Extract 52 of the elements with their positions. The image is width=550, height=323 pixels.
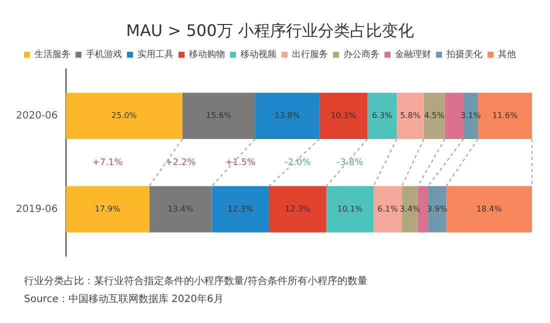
- legend-label: 移动视频: [240, 49, 276, 60]
- data-label: 15.6%: [206, 110, 232, 120]
- data-label: 13.8%: [274, 110, 300, 120]
- chart-title: MAU > 500万 小程序行业分类占比变化: [126, 20, 414, 40]
- data-label: 17.9%: [94, 204, 121, 214]
- bar: [424, 92, 445, 140]
- data-label: 3.4%: [400, 204, 420, 214]
- legend-label: 其他: [498, 49, 516, 60]
- data-label: 10.3%: [330, 110, 357, 120]
- annotation: -2.0%: [284, 158, 312, 168]
- data-label: 6.3%: [372, 110, 393, 120]
- text: 行业分类占比：某行业符合指定条件的小程序数量/符合条件所有小程序的数量: [24, 274, 368, 288]
- bar: [373, 186, 402, 232]
- data-label: 12.3%: [285, 204, 311, 214]
- bar: [66, 92, 182, 140]
- y-tick-label: 2020-06: [16, 110, 58, 122]
- annotation: -3.8%: [336, 158, 364, 168]
- bar: [255, 92, 320, 140]
- bar: [182, 92, 256, 140]
- bar: [396, 92, 424, 140]
- legend-label: 移动购物: [189, 49, 225, 60]
- bar: [149, 186, 212, 232]
- data-label: 10.1%: [337, 204, 364, 214]
- legend-label: 生活服务: [34, 49, 70, 60]
- data-label: 25.0%: [111, 110, 138, 120]
- legend-label: 实用工具: [138, 49, 174, 60]
- bar: [269, 186, 326, 232]
- annotation: +7.1%: [92, 158, 124, 168]
- y-tick-label: 2019-06: [16, 204, 58, 215]
- legend-label: 拍摄美化: [446, 49, 482, 60]
- legend-label: 金融理财: [395, 49, 431, 60]
- data-label: 6.1%: [378, 204, 398, 214]
- bar: [326, 186, 374, 232]
- source-note: Source：中国移动互联网数据库 2020年6月: [24, 292, 224, 306]
- legend-label: 办公商务: [344, 49, 380, 60]
- annotation: +1.5%: [225, 158, 256, 168]
- data-label: 18.4%: [476, 204, 502, 214]
- annotation: +2.2%: [165, 158, 196, 168]
- legend-label: 手机游戏: [86, 49, 122, 60]
- data-label: 11.6%: [492, 110, 518, 120]
- bar: [367, 92, 397, 140]
- bar: [66, 186, 150, 232]
- bar: [446, 186, 532, 232]
- legend-label: 出行服务: [292, 49, 328, 60]
- data-label: 5.8%: [400, 110, 421, 120]
- bar: [319, 92, 368, 140]
- data-label: 4.5%: [424, 110, 445, 120]
- data-label: 13.4%: [168, 204, 194, 214]
- bar: [418, 186, 428, 232]
- bar: [402, 186, 418, 232]
- data-label: 12.3%: [228, 204, 254, 214]
- bar: [212, 186, 270, 232]
